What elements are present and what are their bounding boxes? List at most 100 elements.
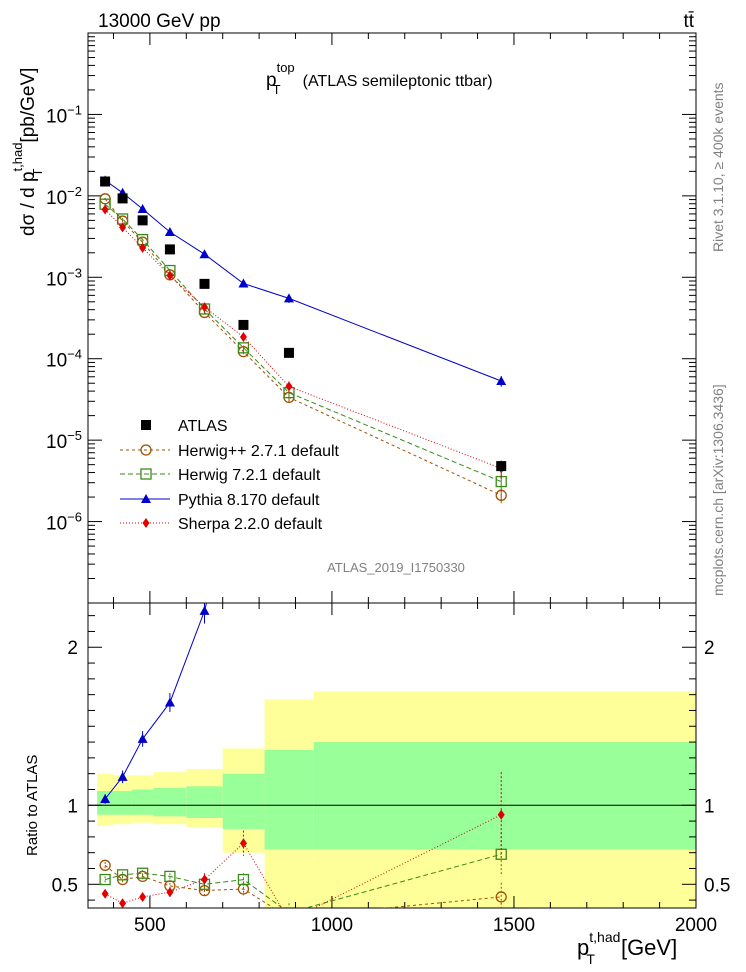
x-tick-label: 500 [134,915,166,936]
analysis-id-label: ATLAS_2019_I1750330 [327,560,465,575]
ratio-series-group [99,231,507,926]
y-tick-label: 10−6 [46,510,82,535]
atlas-data-point [283,347,294,358]
ratio-point [283,907,295,908]
atlas-data-point [199,278,210,289]
main-line-2 [104,179,502,382]
main-point [101,204,109,215]
y-tick-label: 10−1 [46,102,82,127]
legend-marker-2 [141,494,151,503]
atlas-data-point [238,319,249,330]
legend-atlas-marker [141,420,151,430]
x-tick-label: 1000 [311,915,353,936]
legend-marker-3 [142,518,150,528]
main-point [139,242,147,253]
ratio-point [239,838,247,849]
band-green-bin [131,789,154,815]
legend-herwigpp-label: Herwig++ 2.7.1 default [178,443,340,460]
ratio-point [497,809,505,820]
band-green-bin [186,786,223,818]
band-green-bin [113,791,132,815]
main-point [166,270,174,281]
ratio-point [166,887,174,898]
x-axis-label: pt,had T [GeV] [577,929,677,967]
y-tick-label: 10−3 [46,265,82,290]
ratio-point [101,888,109,899]
legend-marker-1 [140,468,152,480]
main-point [199,249,210,259]
ratio-tick-label-right: 0.5 [704,875,730,896]
legend-herwig7-label: Herwig 7.2.1 default [178,467,321,484]
main-point [496,376,507,386]
ratio-line-3 [104,814,502,908]
ratio-point [99,873,111,886]
ratio-point [164,697,175,707]
ratio-point [136,867,149,879]
legend-marker-0 [140,444,152,456]
legend: ATLAS Herwig++ 2.7.1 default Herwig 7.2.… [120,418,340,533]
ratio-point [116,869,129,881]
legend-sherpa-label: Sherpa 2.2.0 default [178,516,323,533]
ratio-tick-label-left: 0.5 [52,875,78,896]
mcplots-label: mcplots.cern.ch [arXiv:1306.3436] [710,384,726,596]
main-point [238,278,249,288]
x-tick-label: 1500 [493,915,535,936]
ratio-point [237,873,250,886]
ratio-point [495,891,507,903]
ratio-point [99,859,111,871]
main-series-group [99,175,507,504]
y-tick-label: 10−5 [46,428,82,453]
y-tick-label: 10−2 [46,184,82,209]
ratio-point [285,916,292,926]
plot-title: ptop T (ATLAS semileptonic ttbar) [266,60,493,97]
axis-ticks [88,32,697,908]
ratio-uncertainty-bands [97,691,696,908]
main-point [495,489,507,501]
ratio-y-axis-label: Ratio to ATLAS [24,755,41,856]
band-green-bin [313,742,696,850]
main-point [164,226,175,236]
x-tick-label: 2000 [675,915,717,936]
y-tick-label: 10−4 [46,347,82,372]
main-line-3 [104,209,502,469]
ratio-tick-label-left: 2 [67,638,78,659]
ratio-point [199,605,210,615]
energy-label: 13000 GeV pp [98,11,221,32]
legend-atlas-label: ATLAS [178,418,228,435]
main-point [119,222,127,233]
atlas-data-point [100,176,111,187]
x-tick-labels: 500 1000 1500 2000 [134,915,717,936]
main-line-0 [104,198,502,496]
ratio-tick-label-left: 1 [67,796,78,817]
legend-pythia-label: Pythia 8.170 default [178,492,320,509]
atlas-data-point [117,193,128,204]
band-green-bin [222,773,265,829]
ratio-tick-label-right: 2 [704,638,715,659]
ratio-tick-label-right: 1 [704,796,715,817]
main-point [239,331,247,342]
ratio-point [201,874,209,885]
rivet-version-label: Rivet 3.1.10, ≥ 400k events [710,82,726,252]
ratio-line-2 [104,603,208,800]
ratio-point [139,891,147,902]
ratio-point [284,912,294,922]
ratio-clip-group [99,231,507,926]
main-point [137,203,148,213]
process-label: tt̄ [683,11,694,32]
atlas-data-point [164,244,175,255]
band-green-bin [153,787,187,817]
y-tick-labels: 10−1 10−2 10−3 10−4 10−5 10−6 [46,102,82,534]
y-axis-label: dσ / d pt,hadT[pb/GeV] [10,68,45,236]
ratio-point [117,771,128,781]
ratio-point [164,870,176,883]
main-point [283,293,294,303]
ratio-point [119,898,127,908]
atlas-data-point [137,215,148,226]
ratio-point [137,733,148,743]
ratio-point [284,231,294,240]
atlas-data-point [496,461,507,472]
main-line-1 [104,203,502,483]
ratio-point [100,793,111,803]
band-green-bin [264,749,314,850]
